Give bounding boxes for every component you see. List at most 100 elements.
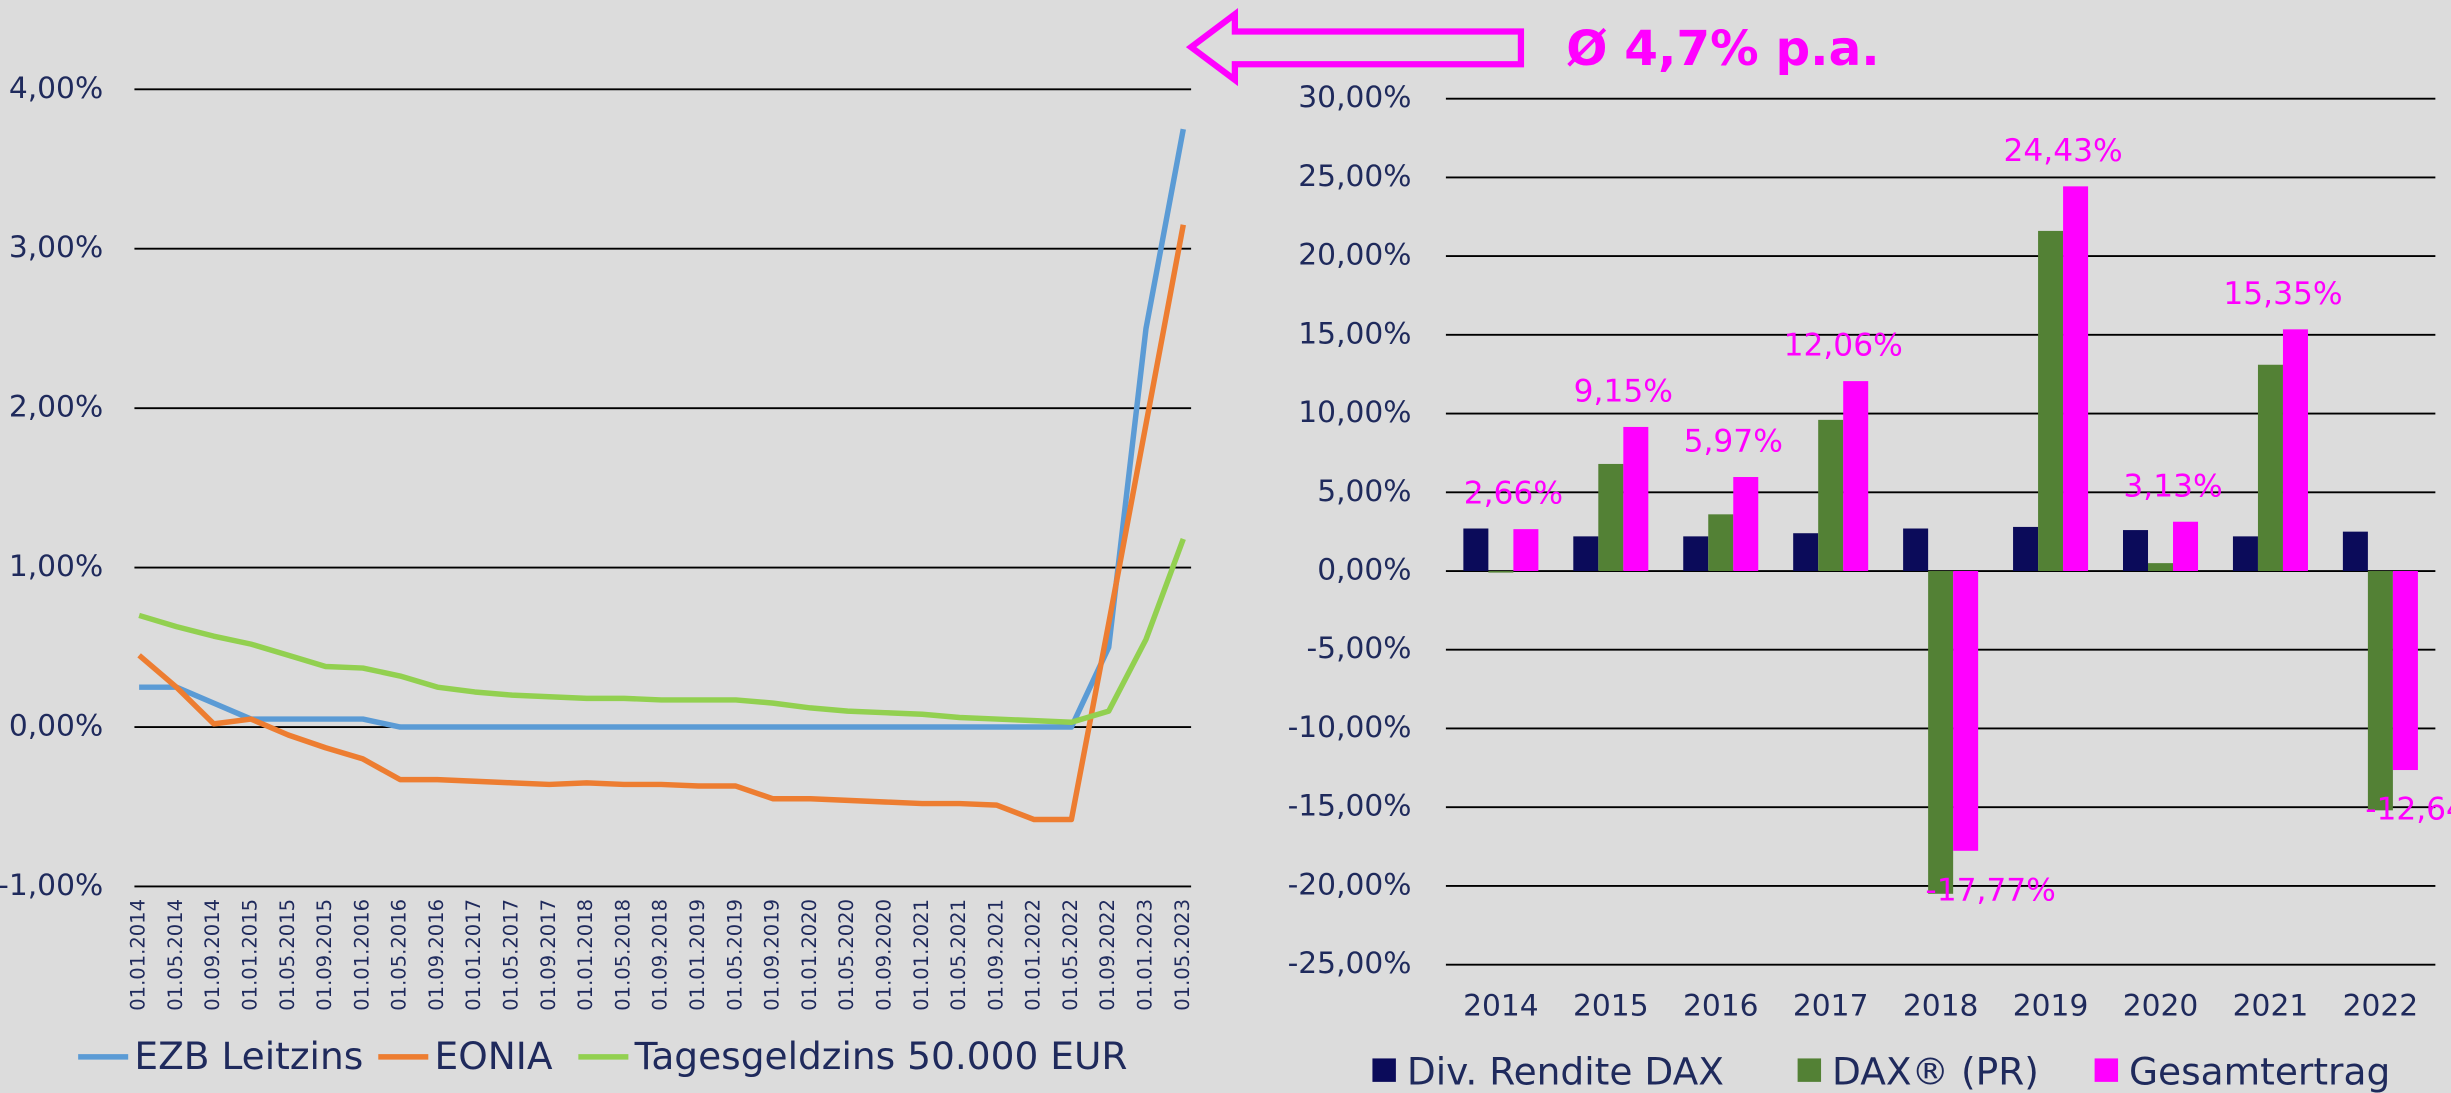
x-tick-label: 01.05.2018 — [611, 899, 634, 1011]
line-series — [137, 224, 1186, 823]
x-tick-label: 01.05.2017 — [500, 899, 523, 1011]
data-label: 9,15% — [1574, 374, 1673, 410]
bar — [2013, 526, 2039, 572]
x-tick-label: 2019 — [2013, 988, 2089, 1023]
x-tick-label: 01.01.2019 — [686, 899, 709, 1011]
x-tick-label: 01.01.2022 — [1022, 899, 1045, 1011]
y-tick-label: -1,00% — [0, 868, 103, 903]
y-tick-label: 4,00% — [9, 71, 103, 106]
y-tick-label: -10,00% — [1288, 710, 1412, 745]
bar — [2148, 563, 2174, 572]
bar — [1708, 514, 1734, 572]
y-tick-label: -15,00% — [1288, 789, 1412, 824]
bar — [2173, 521, 2199, 572]
y-tick-label: 10,00% — [1298, 395, 1411, 430]
bar — [1598, 463, 1624, 572]
bar — [1513, 529, 1539, 572]
x-tick-label: 01.05.2014 — [164, 899, 187, 1011]
data-label: 3,13% — [2123, 468, 2222, 504]
legend-marker — [1372, 1058, 1396, 1082]
x-tick-label: 01.01.2015 — [238, 899, 261, 1011]
bar — [1488, 571, 1514, 573]
data-label: 2,66% — [1464, 476, 1563, 512]
data-label: 12,06% — [1784, 328, 1903, 364]
x-tick-label: 2018 — [1903, 988, 1979, 1023]
x-tick-label: 01.01.2020 — [798, 899, 821, 1011]
x-tick-label: 2022 — [2343, 988, 2419, 1023]
bar — [2282, 329, 2308, 572]
y-tick-label: 5,00% — [1317, 474, 1411, 509]
x-tick-label: 2021 — [2233, 988, 2309, 1023]
x-tick-label: 01.01.2018 — [574, 899, 597, 1011]
legend-marker — [1797, 1058, 1822, 1082]
data-label: -17,77% — [1925, 872, 2055, 908]
bar — [2342, 531, 2368, 572]
bar — [1623, 426, 1649, 572]
x-tick-label: 01.05.2020 — [835, 899, 858, 1011]
data-label: 24,43% — [2004, 133, 2123, 169]
x-tick-label: 01.09.2017 — [537, 899, 560, 1011]
line-series — [138, 537, 1186, 725]
y-tick-label: 15,00% — [1298, 316, 1411, 351]
legend-label: DAX® (PR) — [1832, 1050, 2039, 1093]
legend-marker — [2094, 1058, 2119, 1082]
bar — [1953, 571, 1979, 851]
x-tick-label: 01.05.2022 — [1059, 899, 1082, 1011]
bar — [1683, 536, 1709, 572]
x-tick-label: 2016 — [1683, 988, 1759, 1023]
bar — [2123, 530, 2149, 572]
legend-label: EZB Leitzins — [134, 1034, 363, 1078]
x-tick-label: 01.01.2016 — [350, 899, 373, 1011]
bar — [1818, 419, 1844, 572]
legend-label: Tagesgeldzins 50.000 EUR — [634, 1034, 1128, 1078]
y-tick-label: 3,00% — [9, 230, 103, 265]
bar — [1903, 528, 1929, 572]
y-tick-label: 25,00% — [1298, 159, 1411, 194]
x-tick-label: 2014 — [1463, 988, 1539, 1023]
y-tick-label: 2,00% — [9, 390, 103, 425]
bar — [1928, 571, 1954, 894]
bar — [1573, 536, 1599, 572]
bar — [1793, 533, 1819, 572]
x-tick-label: 01.05.2015 — [276, 899, 299, 1011]
x-tick-label: 01.01.2023 — [1134, 899, 1157, 1011]
line-series — [139, 128, 1186, 730]
x-tick-label: 01.05.2023 — [1171, 899, 1194, 1011]
x-tick-label: 01.05.2016 — [388, 899, 411, 1011]
x-tick-label: 01.09.2015 — [313, 899, 336, 1011]
bar — [2257, 364, 2283, 572]
x-tick-label: 01.09.2021 — [984, 899, 1007, 1011]
y-tick-label: 0,00% — [9, 709, 103, 744]
legend-label: EONIA — [435, 1034, 553, 1078]
bar — [1463, 528, 1489, 572]
x-tick-label: 01.09.2018 — [649, 899, 672, 1011]
bar — [2232, 536, 2258, 572]
y-tick-label: 30,00% — [1298, 80, 1411, 115]
y-tick-label: -5,00% — [1306, 631, 1411, 666]
legend-label: Gesamtertrag — [2129, 1050, 2390, 1093]
x-tick-label: 01.01.2017 — [462, 899, 485, 1011]
bar — [2063, 186, 2089, 572]
x-tick-label: 2015 — [1573, 988, 1649, 1023]
x-tick-label: 01.09.2022 — [1096, 899, 1119, 1011]
annotation: Ø 4,7% p.a. — [1566, 21, 1879, 77]
legend-label: Div. Rendite DAX — [1407, 1050, 1724, 1093]
x-tick-label: 01.01.2014 — [127, 899, 150, 1011]
x-tick-label: 01.05.2021 — [947, 899, 970, 1011]
data-label: 5,97% — [1684, 424, 1783, 460]
bar — [1733, 477, 1759, 572]
y-tick-label: -20,00% — [1288, 867, 1412, 902]
bar — [1843, 381, 1869, 572]
y-tick-label: 1,00% — [9, 549, 103, 584]
bar — [2367, 571, 2393, 811]
bar — [2392, 571, 2418, 771]
y-tick-label: -25,00% — [1288, 946, 1412, 981]
arrow — [1185, 7, 1525, 87]
x-tick-label: 01.01.2021 — [910, 899, 933, 1011]
x-tick-label: 01.05.2019 — [723, 899, 746, 1011]
x-tick-label: 01.09.2014 — [201, 899, 224, 1011]
x-tick-label: 01.09.2019 — [761, 899, 784, 1011]
x-tick-label: 01.09.2020 — [872, 899, 895, 1011]
